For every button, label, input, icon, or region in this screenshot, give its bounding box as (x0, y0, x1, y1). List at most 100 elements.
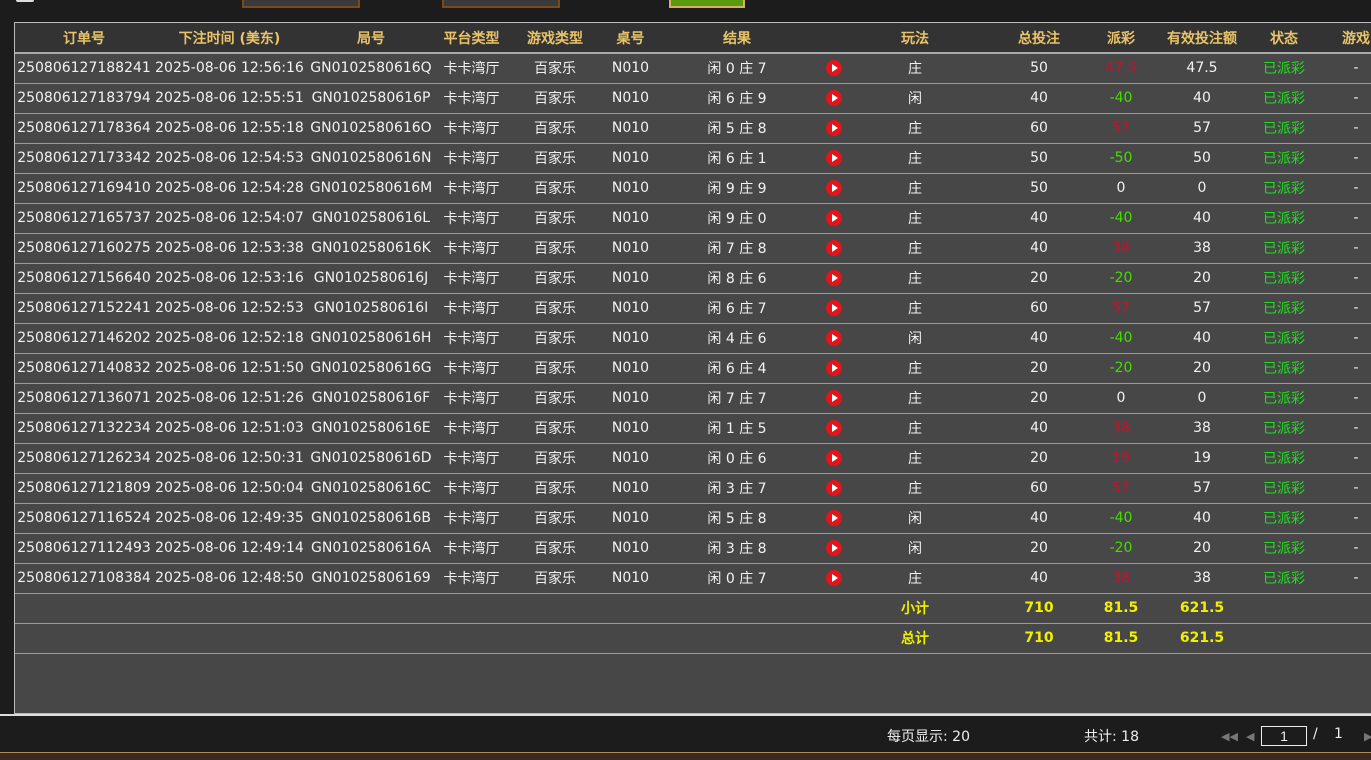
column-header: 总投注 (978, 23, 1100, 54)
cell-order-id: 250806127156640 (15, 263, 153, 294)
next-page-icon[interactable]: ▶ (1364, 730, 1371, 743)
cell-payout: -50 (1100, 143, 1142, 174)
cell-platform: 卡卡湾厅 (436, 263, 507, 294)
cell-bet-type: 庄 (852, 233, 978, 264)
cell-platform: 卡卡湾厅 (436, 383, 507, 414)
cell-replay (816, 383, 852, 414)
cell-total-bet: 40 (978, 323, 1100, 354)
cell-result: 闲 6 庄 1 (658, 143, 816, 174)
prev-page-icon[interactable]: ◀ (1246, 730, 1255, 743)
play-video-icon[interactable] (826, 240, 842, 256)
cell-bet-type: 闲 (852, 83, 978, 114)
select-all-checkbox[interactable] (16, 0, 34, 2)
play-video-icon[interactable] (826, 270, 842, 286)
cell-table-no: N010 (603, 503, 658, 534)
summary-total-bet: 710 (978, 623, 1100, 654)
cell-bet-type: 庄 (852, 203, 978, 234)
cell-valid-bet: 47.5 (1142, 53, 1262, 84)
cell-table-no: N010 (603, 563, 658, 594)
cell-platform: 卡卡湾厅 (436, 443, 507, 474)
cell-valid-bet: 57 (1142, 113, 1262, 144)
cell-valid-bet: 20 (1142, 353, 1262, 384)
cell-order-id: 250806127116524 (15, 503, 153, 534)
play-video-icon[interactable] (826, 390, 842, 406)
cell-payout: 38 (1100, 413, 1142, 444)
summary-empty (658, 623, 816, 654)
cell-game: - (1306, 173, 1371, 204)
cell-platform: 卡卡湾厅 (436, 83, 507, 114)
cell-table-no: N010 (603, 233, 658, 264)
summary-empty (603, 593, 658, 624)
cell-payout: -40 (1100, 83, 1142, 114)
cell-replay (816, 533, 852, 564)
search-button[interactable] (669, 0, 745, 8)
play-video-icon[interactable] (826, 570, 842, 586)
cell-game-type: 百家乐 (507, 53, 603, 84)
table-row: 250806127173342 2025-08-06 12:54:53 GN0102… (15, 143, 1371, 174)
play-video-icon[interactable] (826, 420, 842, 436)
play-video-icon[interactable] (826, 120, 842, 136)
cell-bet-type: 闲 (852, 323, 978, 354)
cell-game-type: 百家乐 (507, 143, 603, 174)
summary-empty (306, 623, 436, 654)
cell-replay (816, 473, 852, 504)
play-video-icon[interactable] (826, 300, 842, 316)
cell-status: 已派彩 (1262, 473, 1306, 504)
cell-payout: 57 (1100, 113, 1142, 144)
summary-empty (816, 623, 852, 654)
summary-empty (507, 593, 603, 624)
play-video-icon[interactable] (826, 60, 842, 77)
cell-round-id: GN0102580616G (306, 353, 436, 384)
cell-bet-time: 2025-08-06 12:49:35 (153, 503, 306, 534)
first-page-icon[interactable]: ◀◀ (1221, 730, 1238, 743)
play-video-icon[interactable] (826, 150, 842, 166)
cell-total-bet: 20 (978, 263, 1100, 294)
cell-status: 已派彩 (1262, 533, 1306, 564)
play-video-icon[interactable] (826, 330, 842, 346)
cell-game-type: 百家乐 (507, 173, 603, 204)
cell-valid-bet: 38 (1142, 233, 1262, 264)
cell-replay (816, 143, 852, 174)
cell-replay (816, 443, 852, 474)
top-button-2[interactable] (442, 0, 560, 8)
pagination-bar: 每页显示: 20 共计: 18 ◀◀ ◀ / 1 ▶ (0, 714, 1371, 752)
play-video-icon[interactable] (826, 90, 842, 106)
table-row: 250806127165737 2025-08-06 12:54:07 GN0102… (15, 203, 1371, 234)
cell-game-type: 百家乐 (507, 473, 603, 504)
table-row: 250806127152241 2025-08-06 12:52:53 GN0102… (15, 293, 1371, 324)
cell-total-bet: 40 (978, 413, 1100, 444)
cell-table-no: N010 (603, 263, 658, 294)
cell-platform: 卡卡湾厅 (436, 533, 507, 564)
cell-table-no: N010 (603, 113, 658, 144)
play-video-icon[interactable] (826, 450, 842, 466)
play-video-icon[interactable] (826, 180, 842, 196)
per-page-label: 每页显示: 20 (887, 729, 970, 745)
table-row: 250806127108384 2025-08-06 12:48:50 GN0102… (15, 563, 1371, 594)
cell-round-id: GN0102580616I (306, 293, 436, 324)
table-row: 250806127140832 2025-08-06 12:51:50 GN0102… (15, 353, 1371, 384)
cell-result: 闲 0 庄 7 (658, 563, 816, 594)
page-input[interactable] (1261, 726, 1307, 746)
play-video-icon[interactable] (826, 540, 842, 556)
summary-valid-bet: 621.5 (1142, 623, 1262, 654)
cell-payout: 47.5 (1100, 53, 1142, 84)
play-video-icon[interactable] (826, 360, 842, 376)
play-video-icon[interactable] (826, 480, 842, 496)
cell-replay (816, 323, 852, 354)
top-button-1[interactable] (242, 0, 360, 8)
cell-order-id: 250806127112493 (15, 533, 153, 564)
cell-round-id: GN0102580616N (306, 143, 436, 174)
subtotal-row: 小计 710 81.5 621.5 (15, 593, 1371, 624)
cell-bet-type: 庄 (852, 143, 978, 174)
play-video-icon[interactable] (826, 510, 842, 526)
cell-order-id: 250806127183794 (15, 83, 153, 114)
cell-total-bet: 40 (978, 203, 1100, 234)
cell-payout: 0 (1100, 383, 1142, 414)
cell-table-no: N010 (603, 473, 658, 504)
cell-payout: 57 (1100, 293, 1142, 324)
play-video-icon[interactable] (826, 210, 842, 226)
cell-game-type: 百家乐 (507, 323, 603, 354)
cell-valid-bet: 57 (1142, 293, 1262, 324)
bet-records-table: 订单号 下注时间 (美东) 局号 平台类型 游戏类型 桌号 结果 玩法 总投注 派彩 有效投注额 状态… (14, 22, 1371, 714)
cell-bet-time: 2025-08-06 12:48:50 (153, 563, 306, 594)
